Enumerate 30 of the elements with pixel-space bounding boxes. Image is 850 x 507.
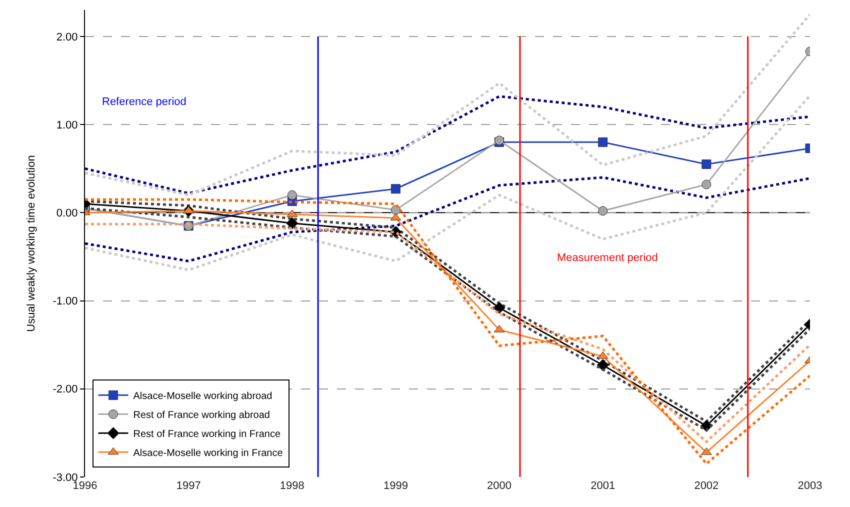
- legend-label: Alsace-Moselle working abroad: [133, 391, 272, 402]
- point: [702, 180, 712, 190]
- legend-label: Rest of France working in France: [133, 429, 281, 440]
- x-tick-label: 1997: [176, 480, 201, 492]
- point: [596, 359, 609, 372]
- x-tick-label: 2000: [487, 480, 512, 492]
- x-tick-label: 1999: [383, 480, 408, 492]
- y-tick-label: 1.00: [56, 119, 78, 132]
- annotation: Reference period: [102, 96, 186, 108]
- point: [287, 190, 297, 200]
- x-tick-label: 1998: [280, 480, 304, 492]
- annotation: Measurement period: [557, 252, 658, 264]
- line-series: [85, 13, 810, 196]
- point: [598, 206, 608, 216]
- x-tick-label: 1996: [72, 480, 98, 492]
- y-tick-label: -2.00: [52, 384, 78, 396]
- x-tick-label: 2002: [694, 480, 719, 492]
- y-tick-label: -1.00: [52, 296, 78, 308]
- x-tick-label: 2003: [798, 480, 822, 492]
- y-tick-label: 2.00: [56, 31, 78, 44]
- legend-label: Alsace-Moselle working in France: [133, 448, 284, 460]
- y-tick-label: 0.00: [56, 208, 78, 220]
- point: [598, 137, 608, 147]
- legend-label: Rest of France working abroad: [133, 410, 270, 422]
- point: [286, 217, 298, 230]
- y-axis-title: Usual weakly working time evolution: [25, 155, 38, 332]
- point: [702, 159, 712, 169]
- line-series: [85, 95, 810, 195]
- x-tick-label: 2001: [590, 480, 616, 492]
- point: [390, 184, 400, 194]
